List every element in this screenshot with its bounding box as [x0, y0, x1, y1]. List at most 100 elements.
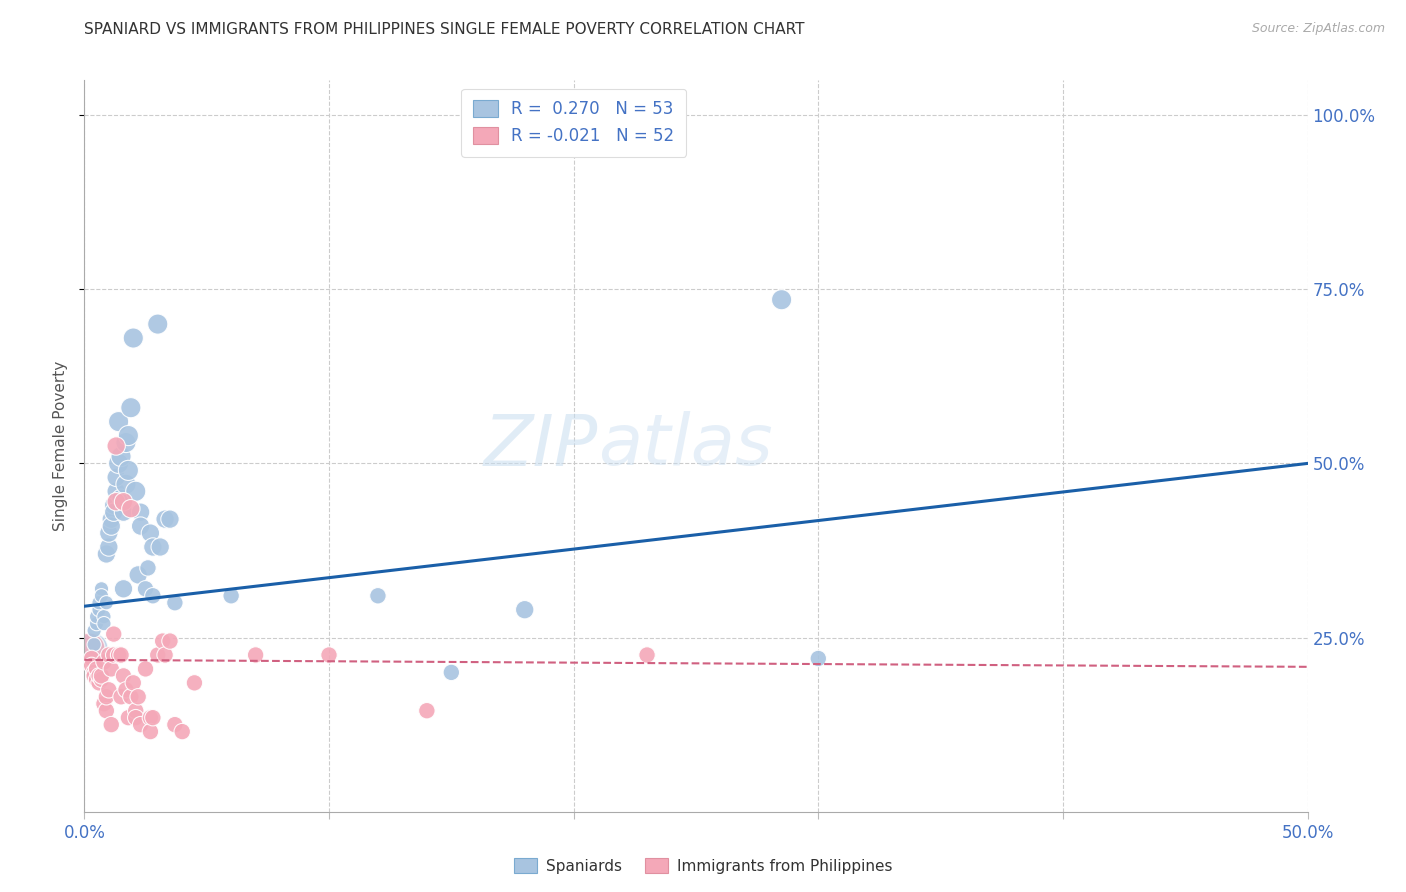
Point [100, 717, 122, 731]
Point [110, 450, 132, 464]
Point [146, 317, 169, 331]
Point [105, 470, 128, 484]
Point [93, 697, 115, 711]
Point [112, 669, 135, 683]
Point [117, 711, 139, 725]
Point [367, 589, 389, 603]
Point [136, 561, 159, 575]
Point [83, 665, 105, 680]
Point [122, 331, 145, 345]
Point [112, 582, 135, 596]
Point [636, 648, 658, 662]
Text: SPANIARD VS IMMIGRANTS FROM PHILIPPINES SINGLE FEMALE POVERTY CORRELATION CHART: SPANIARD VS IMMIGRANTS FROM PHILIPPINES … [84, 22, 804, 37]
Point [107, 415, 129, 429]
Point [142, 711, 165, 725]
Point [142, 589, 165, 603]
Point [86, 609, 108, 624]
Point [153, 648, 176, 662]
Point [97, 540, 120, 554]
Point [120, 501, 142, 516]
Point [115, 477, 138, 491]
Point [152, 634, 174, 648]
Point [416, 704, 439, 718]
Point [122, 676, 145, 690]
Point [513, 603, 536, 617]
Point [100, 662, 122, 676]
Point [90, 589, 112, 603]
Point [87, 676, 110, 690]
Point [105, 484, 128, 499]
Point [83, 669, 105, 683]
Point [110, 690, 132, 704]
Point [125, 711, 148, 725]
Text: atlas: atlas [598, 411, 773, 481]
Point [163, 596, 186, 610]
Point [87, 603, 110, 617]
Point [87, 596, 110, 610]
Point [135, 662, 157, 676]
Point [127, 690, 149, 704]
Point [100, 512, 122, 526]
Point [100, 519, 122, 533]
Point [96, 704, 118, 718]
Point [129, 717, 152, 731]
Point [90, 673, 112, 687]
Point [139, 724, 162, 739]
Y-axis label: Single Female Poverty: Single Female Poverty [53, 361, 69, 531]
Point [129, 505, 152, 519]
Point [183, 676, 205, 690]
Point [87, 669, 110, 683]
Point [86, 662, 108, 676]
Point [105, 494, 128, 508]
Point [440, 665, 463, 680]
Point [245, 648, 267, 662]
Text: ZIP: ZIP [484, 411, 598, 481]
Point [115, 435, 138, 450]
Point [97, 648, 120, 662]
Point [96, 596, 118, 610]
Point [103, 648, 125, 662]
Point [219, 589, 242, 603]
Point [93, 609, 115, 624]
Text: Source: ZipAtlas.com: Source: ZipAtlas.com [1251, 22, 1385, 36]
Point [125, 704, 148, 718]
Point [163, 717, 186, 731]
Point [125, 484, 148, 499]
Point [83, 638, 105, 652]
Point [96, 547, 118, 561]
Point [80, 658, 103, 673]
Point [93, 655, 115, 669]
Point [80, 651, 103, 665]
Point [112, 505, 135, 519]
Point [117, 463, 139, 477]
Point [90, 582, 112, 596]
Point [807, 651, 830, 665]
Point [318, 648, 340, 662]
Legend: Spaniards, Immigrants from Philippines: Spaniards, Immigrants from Philippines [508, 852, 898, 880]
Point [172, 724, 194, 739]
Point [159, 512, 181, 526]
Point [139, 526, 162, 541]
Point [107, 457, 129, 471]
Point [103, 505, 125, 519]
Point [103, 498, 125, 512]
Point [115, 682, 138, 697]
Point [97, 526, 120, 541]
Point [80, 640, 103, 655]
Point [139, 711, 162, 725]
Point [96, 690, 118, 704]
Point [105, 439, 128, 453]
Point [127, 567, 149, 582]
Point [77, 640, 100, 655]
Point [93, 616, 115, 631]
Point [110, 491, 132, 506]
Legend: R =  0.270   N = 53, R = -0.021   N = 52: R = 0.270 N = 53, R = -0.021 N = 52 [461, 88, 686, 157]
Point [107, 648, 129, 662]
Point [86, 616, 108, 631]
Point [83, 624, 105, 638]
Point [770, 293, 793, 307]
Point [86, 673, 108, 687]
Point [97, 682, 120, 697]
Point [112, 494, 135, 508]
Point [153, 512, 176, 526]
